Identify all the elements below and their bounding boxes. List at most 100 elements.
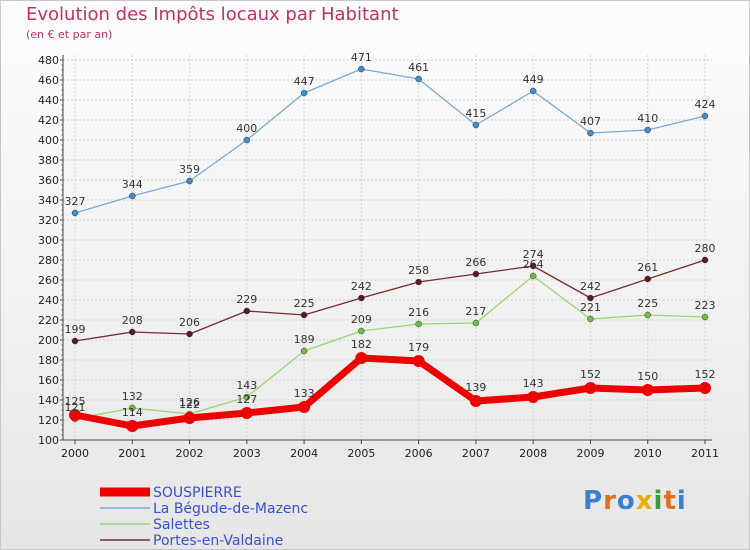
data-label: 264 (523, 258, 544, 271)
data-point (529, 87, 537, 95)
y-tick-label: 340 (38, 194, 59, 207)
data-label: 424 (695, 98, 716, 111)
data-label: 150 (637, 370, 658, 383)
x-tick-label: 2002 (176, 447, 204, 460)
y-tick-label: 440 (38, 94, 59, 107)
data-label: 133 (294, 387, 315, 400)
y-tick-label: 140 (38, 394, 59, 407)
data-point (587, 315, 594, 323)
y-tick-label: 420 (38, 114, 59, 127)
data-label: 327 (65, 195, 86, 208)
data-point (71, 337, 79, 345)
data-point (69, 409, 81, 421)
x-tick-label: 2007 (462, 447, 490, 460)
data-label: 449 (523, 73, 544, 86)
data-label: 114 (122, 406, 143, 419)
data-label: 280 (695, 242, 716, 255)
data-label: 121 (65, 401, 86, 414)
data-point (183, 412, 196, 424)
data-point (587, 129, 594, 137)
data-point (584, 382, 597, 394)
data-label: 182 (351, 338, 372, 351)
x-tick-label: 2004 (290, 447, 318, 460)
y-tick-label: 300 (38, 234, 59, 247)
data-label: 225 (637, 297, 658, 310)
y-tick-label: 480 (38, 54, 59, 67)
data-label: 132 (122, 390, 143, 403)
data-point (701, 112, 709, 120)
y-tick-label: 200 (38, 334, 59, 347)
data-point (644, 275, 651, 283)
data-point (243, 307, 251, 315)
data-label: 266 (465, 256, 486, 269)
data-point (186, 330, 193, 338)
data-label: 407 (580, 115, 601, 128)
data-point (644, 126, 651, 134)
data-label: 208 (122, 314, 143, 327)
x-tick-label: 2006 (405, 447, 433, 460)
data-point (129, 404, 136, 412)
series-line-portes-en-valdaine (74, 259, 706, 342)
y-tick-label: 360 (38, 174, 59, 187)
data-point (641, 384, 654, 396)
data-label: 221 (580, 301, 601, 314)
x-tick-label: 2009 (576, 447, 604, 460)
series-lines (69, 65, 711, 432)
x-tick-label: 2000 (61, 447, 89, 460)
data-label: 179 (408, 341, 429, 354)
data-point (129, 192, 136, 200)
y-tick-label: 120 (38, 414, 59, 427)
x-tick-label: 2011 (691, 447, 719, 460)
series-line-la-b-gude-de-mazenc (74, 68, 706, 214)
x-tick-label: 2005 (347, 447, 375, 460)
data-point (358, 65, 365, 73)
legend-label: La Bégude-de-Mazenc (153, 501, 308, 517)
legend-label: SOUSPIERRE (153, 485, 242, 501)
data-point (701, 256, 709, 264)
data-label: 199 (65, 323, 86, 336)
legend-label: Salettes (153, 517, 210, 533)
grid (63, 55, 712, 441)
data-label: 447 (294, 75, 315, 88)
data-point (186, 177, 193, 185)
chart-title: Evolution des Impôts locaux par Habitant (26, 4, 399, 25)
data-label: 126 (179, 396, 200, 409)
y-tick-label: 460 (38, 74, 59, 87)
y-tick-label: 380 (38, 154, 59, 167)
data-point (243, 393, 251, 401)
data-label: 258 (408, 264, 429, 277)
data-point (472, 319, 480, 327)
data-point (355, 352, 368, 364)
data-label: 152 (580, 368, 601, 381)
chart-subtitle: (en € et par an) (26, 28, 113, 41)
x-tick-label: 2003 (233, 447, 261, 460)
data-label: 217 (465, 305, 486, 318)
data-point (129, 328, 136, 336)
data-label: 471 (351, 51, 372, 64)
series-line-souspierre (74, 354, 706, 430)
y-tick-label: 320 (38, 214, 59, 227)
data-labels: 327 344 359 400 447 471 461 415 449 407 410 424 199 2… (65, 51, 716, 419)
axes: 100 120 140 160 180 200 220 240 260 280 300 320 340 3… (38, 54, 719, 460)
data-point (701, 313, 709, 321)
data-point (699, 382, 711, 394)
data-point (644, 311, 651, 319)
data-point (243, 136, 251, 144)
data-label: 400 (236, 122, 257, 135)
y-tick-label: 260 (38, 274, 59, 287)
y-tick-label: 180 (38, 354, 59, 367)
y-tick-label: 240 (38, 294, 59, 307)
data-point (298, 401, 311, 413)
data-point (300, 311, 308, 319)
data-point (472, 121, 480, 129)
data-label: 216 (408, 306, 429, 319)
data-label: 189 (294, 333, 315, 346)
data-point (412, 355, 425, 367)
data-label: 344 (122, 178, 143, 191)
data-label: 242 (580, 280, 601, 293)
data-point (587, 294, 594, 302)
data-point (415, 320, 422, 328)
data-label: 209 (351, 313, 372, 326)
y-tick-label: 160 (38, 374, 59, 387)
